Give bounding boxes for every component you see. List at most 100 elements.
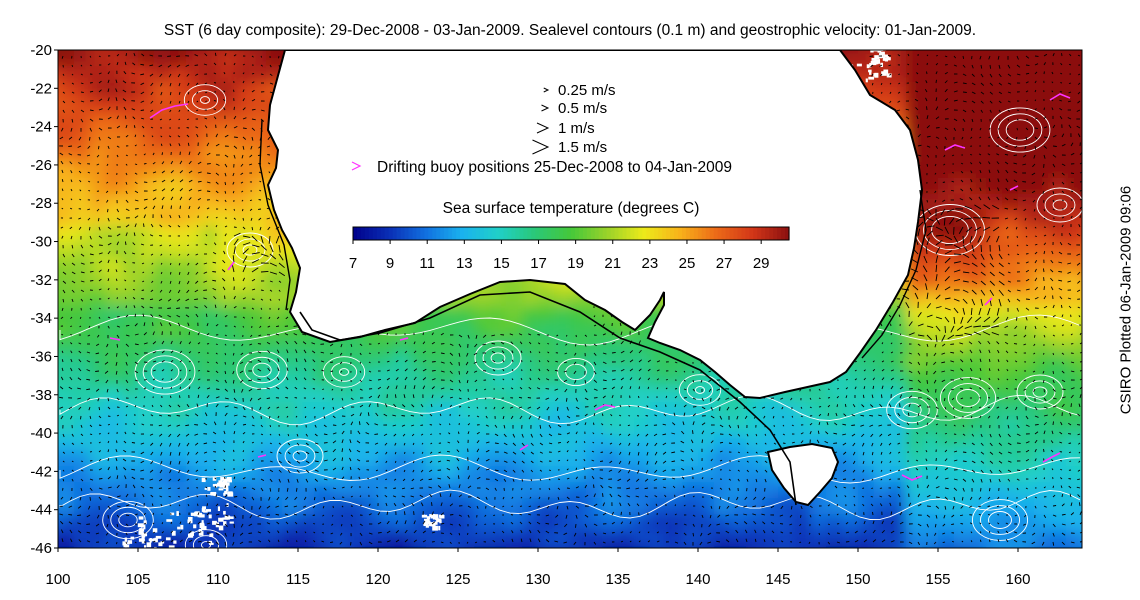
colorbar-segment xyxy=(574,227,580,240)
colorbar-segment xyxy=(721,227,727,240)
buoy-track xyxy=(944,144,966,151)
colorbar-segment xyxy=(523,227,528,240)
x-tick-label: 135 xyxy=(605,571,630,588)
colorbar-segment xyxy=(697,227,703,240)
colorbar-tick-label: 7 xyxy=(349,255,357,272)
colorbar-segment xyxy=(404,227,410,240)
colorbar-segment xyxy=(559,227,564,240)
axes: 100 105 110 115 120 125 130 135 140 145 150 155 160 -… xyxy=(30,42,1030,588)
colorbar-tick-label: 9 xyxy=(386,255,394,272)
colorbar-segment xyxy=(745,227,750,240)
x-tick-label: 120 xyxy=(365,571,390,588)
colorbar-segment xyxy=(622,227,628,240)
colorbar-segment xyxy=(757,227,762,240)
colorbar-segment xyxy=(420,227,425,240)
east-shelf-line xyxy=(861,189,927,359)
buoy-track xyxy=(1042,452,1061,463)
colorbar-segment xyxy=(487,227,493,240)
colorbar-segment xyxy=(531,227,536,240)
colorbar-segment xyxy=(503,227,509,240)
colorbar-segment xyxy=(602,227,608,240)
colorbar-tick-label: 27 xyxy=(716,255,733,272)
colorbar-segment xyxy=(467,227,473,240)
colorbar-segment xyxy=(610,227,616,240)
colorbar-segment xyxy=(567,227,572,240)
colorbar-tick-label: 29 xyxy=(753,255,770,272)
y-tick-label: -28 xyxy=(30,195,52,212)
x-tick-label: 115 xyxy=(286,571,310,588)
x-tick-label: 145 xyxy=(765,571,790,588)
buoy-track xyxy=(901,474,923,481)
y-tick-label: -32 xyxy=(30,272,52,289)
colorbar-segment xyxy=(396,227,402,240)
colorbar-segment xyxy=(527,227,532,240)
colorbar-segment xyxy=(685,227,691,240)
colorbar-segment xyxy=(519,227,525,240)
colorbar-segment xyxy=(717,227,723,240)
colorbar-segment xyxy=(384,227,390,240)
west-shelf-line xyxy=(259,119,291,311)
colorbar-segment xyxy=(709,227,715,240)
colorbar-segment xyxy=(475,227,481,240)
vector-legend: 0.25 m/s0.5 m/s 1 m/s 1.5 m/s Drifting buoy… xyxy=(351,82,732,176)
buoy-track xyxy=(227,261,235,271)
x-tick-label: 125 xyxy=(445,571,470,588)
plot-frame xyxy=(57,49,1083,549)
colorbar-segment xyxy=(376,227,382,240)
x-tick-label: 100 xyxy=(45,571,70,588)
colorbar-segment xyxy=(471,227,477,240)
colorbar-segment xyxy=(571,227,576,240)
buoy-legend-marker xyxy=(351,161,362,171)
colorbar-segment xyxy=(392,227,398,240)
colorbar-segment xyxy=(630,227,636,240)
colorbar-segment xyxy=(368,227,374,240)
colorbar-tick-label: 23 xyxy=(642,255,659,272)
colorbar-segment xyxy=(586,227,592,240)
colorbar-segment xyxy=(547,227,552,240)
x-tick-label: 150 xyxy=(845,571,870,588)
vector-legend-arrow xyxy=(536,122,550,134)
colorbar-segment xyxy=(511,227,517,240)
x-tick-label: 130 xyxy=(525,571,550,588)
colorbar-segment xyxy=(689,227,695,240)
colorbar-segment xyxy=(666,227,671,240)
colorbar-segment xyxy=(681,227,687,240)
colorbar-segment xyxy=(737,227,743,240)
colorbar-segment xyxy=(626,227,632,240)
map-title: SST (6 day composite): 29-Dec-2008 - 03-… xyxy=(163,22,977,39)
colorbar-segment xyxy=(777,227,782,240)
sst-colorbar: Sea surface temperature (degrees C) 7 9 11 1… xyxy=(349,200,790,272)
coast-shelf-line xyxy=(299,291,797,506)
colorbar-segment xyxy=(634,227,639,240)
colorbar-segment xyxy=(535,227,540,240)
x-tick-label: 155 xyxy=(925,571,950,588)
y-tick-label: -44 xyxy=(30,502,52,519)
y-tick-label: -46 xyxy=(30,540,52,557)
colorbar-segment xyxy=(551,227,556,240)
colorbar-segment xyxy=(456,227,461,240)
vector-legend-arrow xyxy=(543,87,550,93)
colorbar-segment xyxy=(400,227,406,240)
colorbar-segment xyxy=(761,227,766,240)
vector-legend-label: 0.25 m/s xyxy=(558,82,616,99)
colorbar-segment xyxy=(773,227,778,240)
y-tick-label: -36 xyxy=(30,348,52,365)
colorbar-segment xyxy=(499,227,505,240)
colorbar-segment xyxy=(440,227,445,240)
y-tick-label: -24 xyxy=(30,119,52,136)
colorbar-segment xyxy=(539,227,544,240)
colorbar-tick-label: 17 xyxy=(530,255,547,272)
colorbar-segment xyxy=(444,227,449,240)
colorbar-segment xyxy=(360,227,366,240)
colorbar-title: Sea surface temperature (degrees C) xyxy=(443,200,700,217)
colorbar-segment xyxy=(614,227,620,240)
colorbar-segment xyxy=(353,227,358,240)
colorbar-segment xyxy=(424,227,429,240)
colorbar-segment xyxy=(495,227,501,240)
colorbar-segment xyxy=(578,227,584,240)
y-tick-label: -38 xyxy=(30,387,52,404)
colorbar-segment xyxy=(372,227,378,240)
colorbar-segment xyxy=(463,227,469,240)
colorbar-segment xyxy=(448,227,453,240)
colorbar-segment xyxy=(432,227,437,240)
